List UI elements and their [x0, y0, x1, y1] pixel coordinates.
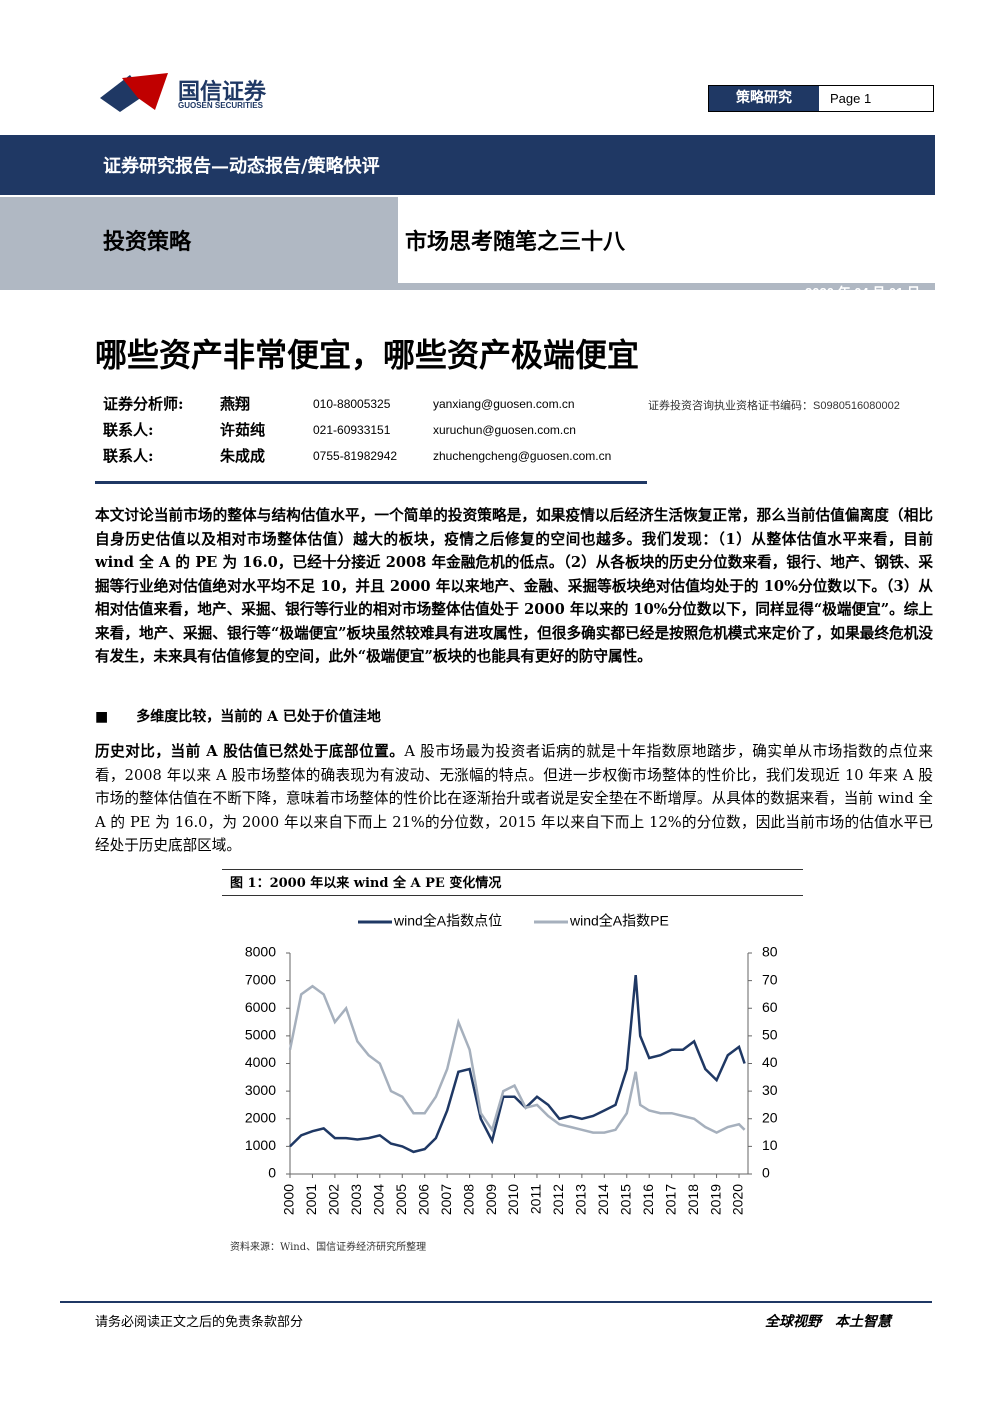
logo [100, 73, 168, 112]
figure-title: 图 1：2000 年以来 wind 全 A PE 变化情况 [222, 869, 803, 896]
series-band [398, 197, 935, 283]
paragraph: 历史对比，当前 A 股估值已然处于底部位置。A 股市场最为投资者诟病的就是十年指… [95, 740, 933, 858]
disclaimer: 请务必阅读正文之后的免责条款部分 [95, 1315, 304, 1330]
company-en: GUOSEN SECURITIES [178, 101, 263, 110]
y-tick-label: 0 [268, 1165, 276, 1181]
paragraph-lead: 历史对比，当前 A 股估值已然处于底部位置。 [95, 743, 405, 760]
analyst-role: 联系人: [103, 421, 154, 439]
x-tick-label: 2018 [685, 1184, 701, 1215]
x-tick-label: 2005 [393, 1184, 409, 1215]
x-tick-label: 2016 [640, 1184, 656, 1215]
tag-box [708, 85, 934, 112]
analyst-role: 证券分析师: [103, 395, 184, 413]
y-tick-label: 4000 [245, 1054, 276, 1070]
analyst-phone: 010-88005325 [313, 397, 391, 411]
x-tick-label: 2014 [595, 1184, 611, 1215]
analyst-email: zhuchengcheng@guosen.com.cn [433, 449, 612, 463]
divider [95, 481, 647, 484]
analyst-email: yanxiang@guosen.com.cn [433, 397, 575, 411]
section-heading: ■ 多维度比较，当前的 A 已处于价值洼地 [95, 709, 381, 725]
company-cn: 国信证券 [178, 79, 267, 105]
x-tick-label: 2015 [617, 1184, 633, 1215]
y-tick-label: 3000 [245, 1082, 276, 1098]
x-tick-label: 2019 [707, 1184, 723, 1215]
source: 资料来源：Wind、国信证券经济研究所整理 [230, 1242, 427, 1253]
category: 投资策略 [103, 229, 192, 255]
x-tick-label: 2013 [573, 1184, 589, 1215]
y2-tick-label: 0 [762, 1165, 770, 1181]
x-tick-label: 2002 [326, 1184, 342, 1215]
x-tick-label: 2008 [460, 1184, 476, 1215]
y2-tick-label: 80 [762, 944, 778, 960]
analyst-name: 许茹纯 [220, 421, 266, 439]
y-tick-label: 7000 [245, 971, 276, 987]
legend-label: wind全A指数点位 [393, 913, 502, 929]
abstract: 本文讨论当前市场的整体与结构估值水平，一个简单的投资策略是，如果疫情以后经济生活… [95, 507, 933, 665]
y-tick-label: 1000 [245, 1137, 276, 1153]
slogan: 全球视野 本土智慧 [765, 1314, 891, 1330]
banner-text: 证券研究报告—动态报告/策略快评 [103, 156, 380, 177]
footer-line [60, 1301, 932, 1303]
section-heading-text: 多维度比较，当前的 A 已处于价值洼地 [136, 709, 381, 725]
title: 哪些资产非常便宜，哪些资产极端便宜 [95, 336, 640, 374]
y2-tick-label: 50 [762, 1027, 778, 1043]
date: 2020 年 04 月 01 日 [805, 285, 920, 300]
y-tick-label: 6000 [245, 999, 276, 1015]
tag: 策略研究 [709, 86, 819, 111]
legend-label: wind全A指数PE [569, 913, 669, 929]
series-line [289, 974, 746, 1154]
analyst-name: 朱成成 [220, 447, 266, 465]
y2-tick-label: 10 [762, 1137, 778, 1153]
analyst-phone: 0755-81982942 [313, 449, 398, 463]
y2-tick-label: 60 [762, 999, 778, 1015]
analyst-email: xuruchun@guosen.com.cn [433, 423, 576, 437]
x-tick-label: 2020 [730, 1184, 746, 1215]
paragraph-body: A 股市场最为投资者诟病的就是十年指数原地踏步，确实单从市场指数的点位来看，20… [95, 743, 933, 854]
y2-tick-label: 70 [762, 971, 778, 987]
y-tick-label: 8000 [245, 944, 276, 960]
certificate: 证券投资咨询执业资格证书编码：S0980516080002 [648, 400, 900, 412]
x-tick-label: 2003 [348, 1184, 364, 1215]
y2-tick-label: 40 [762, 1054, 778, 1070]
x-tick-label: 2007 [438, 1184, 454, 1215]
y2-tick-label: 20 [762, 1109, 778, 1125]
x-tick-label: 2001 [303, 1184, 319, 1215]
x-tick-label: 2006 [415, 1184, 431, 1215]
series-line [288, 984, 746, 1134]
page-number: Page 1 [830, 91, 872, 106]
x-tick-label: 2011 [528, 1184, 544, 1214]
x-tick-label: 2004 [371, 1184, 387, 1215]
analyst-phone: 021-60933151 [313, 423, 391, 437]
y-tick-label: 2000 [245, 1109, 276, 1125]
x-tick-label: 2012 [550, 1184, 566, 1215]
series-title: 市场思考随笔之三十八 [405, 229, 626, 255]
x-tick-label: 2009 [483, 1184, 499, 1215]
banner [0, 135, 935, 195]
chart: 0 1000 2000 3000 4000 5000 6000 7000 8000 0 10 20 30… [245, 913, 778, 1215]
analyst-name: 燕翔 [220, 395, 251, 413]
x-tick-label: 2000 [281, 1184, 297, 1215]
x-tick-label: 2010 [505, 1184, 521, 1215]
y2-tick-label: 30 [762, 1082, 778, 1098]
x-tick-label: 2017 [662, 1184, 678, 1215]
y-tick-label: 5000 [245, 1027, 276, 1043]
analyst-role: 联系人: [103, 447, 154, 465]
